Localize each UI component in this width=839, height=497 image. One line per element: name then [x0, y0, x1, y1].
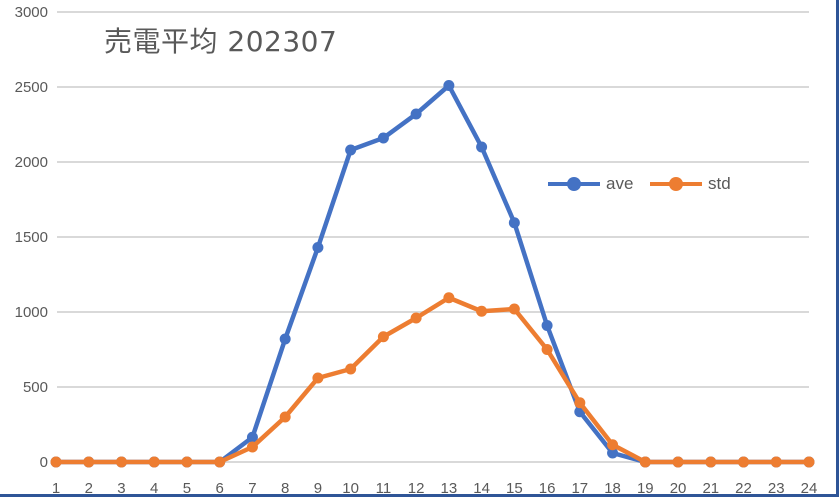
legend-item-ave[interactable]: ave [548, 174, 633, 194]
data-point-marker[interactable] [312, 242, 324, 253]
data-point-marker[interactable] [705, 456, 717, 468]
x-tick-label: 15 [506, 480, 523, 497]
series-ave[interactable] [50, 80, 815, 468]
data-point-marker[interactable] [50, 456, 62, 468]
y-tick-label: 3000 [15, 4, 48, 21]
x-tick-label: 3 [117, 480, 125, 497]
y-tick-label: 0 [40, 454, 48, 471]
data-point-marker[interactable] [214, 456, 226, 468]
data-point-marker[interactable] [279, 333, 291, 345]
x-tick-label: 9 [314, 480, 322, 497]
series-lines [50, 80, 815, 468]
x-tick-label: 16 [539, 480, 556, 497]
x-tick-label: 12 [408, 480, 425, 497]
y-tick-label: 500 [23, 379, 48, 396]
data-point-marker[interactable] [246, 431, 258, 443]
x-tick-label: 20 [670, 480, 687, 497]
data-point-marker[interactable] [443, 292, 455, 304]
data-point-marker[interactable] [115, 456, 127, 468]
data-point-marker[interactable] [377, 132, 389, 144]
series-line [53, 295, 812, 465]
data-point-marker[interactable] [607, 439, 619, 451]
data-point-marker[interactable] [246, 441, 258, 453]
data-point-marker[interactable] [476, 141, 488, 153]
legend-line-marker-icon [548, 174, 600, 194]
data-point-marker[interactable] [639, 456, 651, 468]
data-point-marker[interactable] [377, 331, 389, 343]
legend-label: std [708, 174, 731, 193]
data-point-marker[interactable] [181, 456, 193, 468]
data-point-marker[interactable] [574, 397, 586, 409]
y-tick-label: 1000 [15, 304, 48, 321]
x-tick-label: 5 [183, 480, 191, 497]
data-point-marker[interactable] [83, 456, 95, 468]
y-tick-label: 2000 [15, 154, 48, 171]
series-line [53, 83, 812, 465]
legend-line-marker-icon [650, 174, 702, 194]
data-point-marker[interactable] [345, 363, 357, 375]
x-tick-label: 19 [637, 480, 654, 497]
y-axis-ticks: 0 500 1000 1500 2000 2500 3000 [15, 4, 48, 471]
data-point-marker[interactable] [508, 303, 520, 315]
data-point-marker[interactable] [672, 456, 684, 468]
data-point-marker[interactable] [607, 447, 619, 459]
y-tick-label: 1500 [15, 229, 48, 246]
data-point-marker[interactable] [770, 456, 782, 468]
legend-label: ave [606, 174, 634, 193]
x-tick-label: 13 [441, 480, 458, 497]
data-point-marker[interactable] [476, 305, 488, 317]
x-tick-label: 24 [801, 480, 818, 497]
x-tick-label: 23 [768, 480, 785, 497]
x-tick-label: 14 [473, 480, 490, 497]
chart-title: 売電平均 202307 [104, 25, 338, 58]
data-point-marker[interactable] [803, 456, 815, 468]
data-point-marker[interactable] [345, 144, 357, 156]
x-tick-label: 11 [376, 480, 392, 497]
x-tick-label: 17 [571, 480, 588, 497]
x-tick-label: 2 [85, 480, 93, 497]
data-point-marker[interactable] [738, 456, 750, 468]
data-point-marker[interactable] [541, 320, 553, 331]
series-std[interactable] [50, 292, 815, 468]
data-point-marker[interactable] [279, 411, 291, 423]
x-axis-ticks: 1 2 3 4 5 6 7 8 9 10 11 12 13 14 15 16 17 18 19 20 21 22 23 24 [52, 480, 818, 497]
data-point-marker[interactable] [541, 344, 553, 355]
data-point-marker[interactable] [443, 80, 455, 91]
x-tick-label: 6 [216, 480, 224, 497]
x-tick-label: 7 [248, 480, 256, 497]
data-point-marker[interactable] [148, 456, 160, 468]
x-tick-label: 10 [342, 480, 359, 497]
x-tick-label: 1 [52, 480, 60, 497]
x-tick-label: 8 [281, 480, 289, 497]
data-point-marker[interactable] [410, 312, 422, 324]
data-point-marker[interactable] [508, 217, 520, 229]
x-tick-label: 4 [150, 480, 158, 497]
legend-item-std[interactable]: std [650, 174, 731, 194]
data-point-marker[interactable] [410, 108, 422, 120]
x-tick-label: 18 [604, 480, 621, 497]
x-tick-label: 21 [702, 480, 719, 497]
x-tick-label: 22 [735, 480, 752, 497]
gridlines [57, 11, 809, 463]
data-point-marker[interactable] [312, 372, 324, 384]
y-tick-label: 2500 [15, 79, 48, 96]
